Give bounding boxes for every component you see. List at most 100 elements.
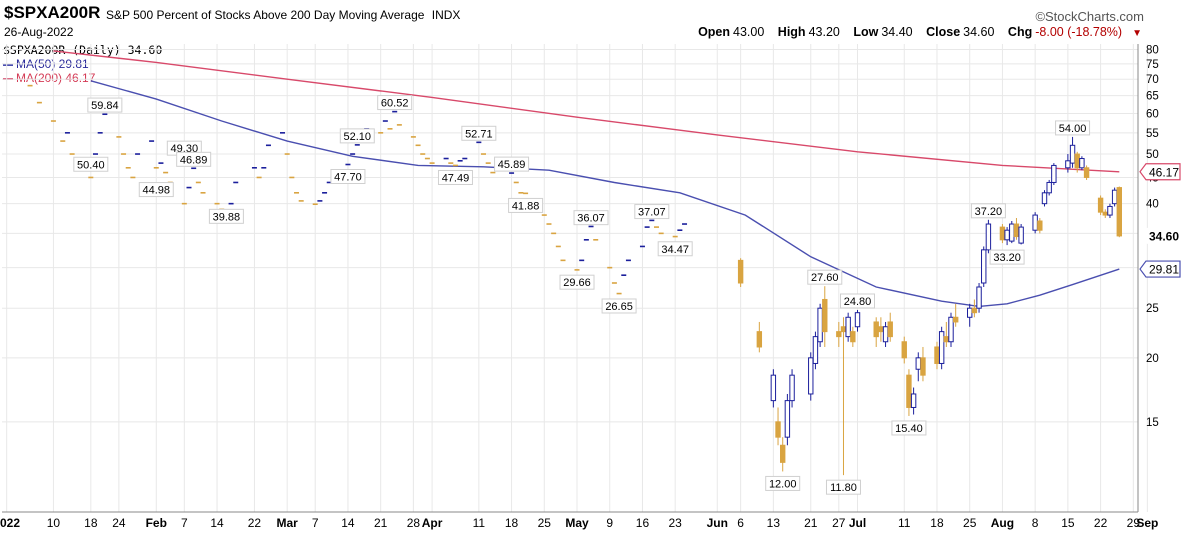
candle <box>873 317 879 347</box>
x-tick-label: 18 <box>84 516 98 530</box>
annotation-box <box>840 293 876 309</box>
annotation-label: 47.70 <box>334 172 362 184</box>
candle-body <box>1051 164 1057 183</box>
annotation-box <box>494 156 530 172</box>
candle <box>836 321 842 347</box>
candle <box>967 303 973 327</box>
candle-body <box>817 307 823 343</box>
candle-body <box>873 321 879 338</box>
candle <box>1018 224 1024 245</box>
annotation-label: 52.10 <box>344 131 372 143</box>
candle <box>887 312 893 342</box>
candle-body <box>1041 192 1048 205</box>
candle <box>812 331 819 370</box>
annotation-label: 12.00 <box>769 478 797 490</box>
candle-body <box>780 444 786 463</box>
price-annotation: 29.66 <box>559 274 595 290</box>
annotation-box <box>1055 120 1091 136</box>
candle <box>934 341 940 370</box>
description-text: S&P 500 Percent of Stocks Above 200 Day … <box>106 8 425 22</box>
candle-body <box>906 374 912 408</box>
price-annotation: 27.60 <box>807 269 843 285</box>
candle-body <box>882 326 889 343</box>
candle <box>789 369 795 408</box>
candle <box>1069 136 1076 168</box>
x-tick-label: 23 <box>669 516 683 530</box>
candle <box>770 369 777 408</box>
annotation-label: 59.84 <box>91 100 119 112</box>
exchange-text: INDX <box>431 8 461 22</box>
brand-logo[interactable]: ©StockCharts.com <box>1035 9 1144 24</box>
x-tick-label: 28 <box>407 516 421 530</box>
candle-body <box>1102 211 1108 216</box>
candle-body <box>999 226 1006 241</box>
annotation-box <box>657 241 693 257</box>
candle <box>901 336 907 364</box>
candle-body <box>887 321 893 338</box>
candle <box>780 437 786 472</box>
annotation-box <box>891 420 927 436</box>
high-value: 43.20 <box>808 25 840 39</box>
symbol-description: S&P 500 Percent of Stocks Above 200 Day … <box>106 8 460 22</box>
candle-body <box>789 374 795 402</box>
price-annotation: 33.20 <box>989 249 1025 265</box>
candle-body <box>915 357 921 370</box>
candle-body <box>952 316 959 323</box>
y-tick-label: 50 <box>1146 149 1159 161</box>
candle <box>1051 163 1057 186</box>
x-tick-label: 2022 <box>0 516 20 530</box>
annotation-label: 39.88 <box>213 211 241 223</box>
candle <box>1037 218 1043 234</box>
candle <box>1046 179 1052 196</box>
annotation-label: 47.49 <box>442 172 470 184</box>
x-tick-label: Feb <box>146 516 167 530</box>
price-annotation: 50.40 <box>73 156 109 172</box>
price-tag-close: 34.60 <box>1140 227 1180 244</box>
candle <box>850 326 856 347</box>
candle-body <box>985 223 992 251</box>
annotation-box <box>339 128 375 144</box>
candle-body <box>981 249 987 284</box>
y-tick-label: 40 <box>1146 199 1159 211</box>
chart-legend: $SPXA200R (Daily) 34.60 MA(50) 29.81 MA(… <box>3 43 162 85</box>
price-annotation: 11.80 <box>825 479 861 495</box>
price-annotation: 34.47 <box>657 241 693 257</box>
annotation-box <box>176 151 212 167</box>
x-tick-label: 22 <box>1094 516 1108 530</box>
price-annotation: 44.98 <box>138 182 174 198</box>
price-annotation: 52.10 <box>339 128 375 144</box>
annotation-box <box>461 125 497 141</box>
candle <box>878 317 884 342</box>
y-tick-label: 60 <box>1146 108 1159 120</box>
candle <box>1107 203 1113 219</box>
candle <box>1102 209 1108 219</box>
candle-body <box>1009 223 1015 242</box>
chg-label: Chg <box>1007 25 1033 39</box>
annotation-box <box>73 156 109 172</box>
candle-body <box>836 331 842 338</box>
annotation-label: 54.00 <box>1059 123 1087 135</box>
candle <box>1097 195 1104 216</box>
open-value: 43.00 <box>733 25 765 39</box>
y-tick-label: 75 <box>1146 59 1159 71</box>
x-tick-label: 11 <box>473 516 486 530</box>
candle-body <box>878 326 884 333</box>
annotation-box <box>138 182 174 198</box>
candle-body <box>854 312 861 328</box>
candle-body <box>1111 189 1118 205</box>
candle-body <box>1046 181 1052 194</box>
candle-body <box>737 259 744 284</box>
candle <box>808 352 814 401</box>
annotation-label: 60.52 <box>381 98 409 110</box>
candle-body <box>1097 197 1104 213</box>
price-annotation: 26.65 <box>601 298 637 314</box>
legend-ma200-text: MA(200) 46.17 <box>16 71 96 85</box>
candle-body <box>1013 223 1020 238</box>
candle-body <box>812 336 819 364</box>
pre-june-bars <box>27 84 688 295</box>
x-tick-label: 9 <box>606 516 613 530</box>
candle <box>775 407 781 446</box>
x-tick-label: 16 <box>636 516 650 530</box>
annotation-label: 27.60 <box>811 272 839 284</box>
